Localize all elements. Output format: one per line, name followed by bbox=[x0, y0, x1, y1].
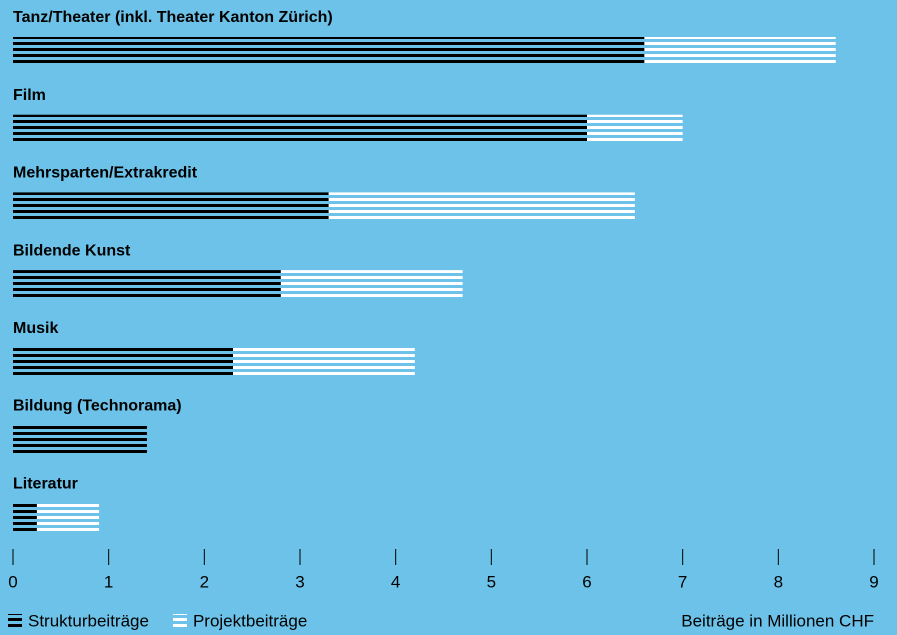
x-tick-label: 7 bbox=[678, 572, 687, 591]
category-label: Literatur bbox=[13, 475, 78, 492]
bar-segment bbox=[328, 192, 635, 222]
bar-segment bbox=[13, 114, 587, 144]
bar-segment bbox=[644, 37, 836, 66]
x-tick-label: 1 bbox=[104, 572, 113, 591]
bar-segment bbox=[13, 270, 281, 300]
legend-label: Strukturbeiträge bbox=[28, 611, 149, 630]
category-label: Film bbox=[13, 87, 46, 104]
bar-segment bbox=[36, 503, 100, 533]
x-tick-label: 0 bbox=[8, 572, 17, 591]
x-tick-label: 9 bbox=[869, 572, 878, 591]
legend-label: Projektbeiträge bbox=[193, 611, 307, 630]
bar-segment bbox=[13, 503, 37, 533]
bar-segment bbox=[280, 270, 463, 300]
category-label: Bildung (Technorama) bbox=[13, 398, 182, 415]
x-tick-label: 4 bbox=[391, 572, 400, 591]
x-tick-label: 3 bbox=[295, 572, 304, 591]
legend-item: Strukturbeiträge bbox=[8, 611, 149, 630]
legend-swatch bbox=[8, 614, 22, 629]
bar-segment bbox=[587, 114, 683, 144]
category-label: Tanz/Theater (inkl. Theater Kanton Züric… bbox=[13, 9, 333, 26]
category-label: Mehrsparten/Extrakredit bbox=[13, 165, 198, 182]
x-axis-label: Beiträge in Millionen CHF bbox=[681, 611, 874, 630]
x-tick-label: 2 bbox=[200, 572, 209, 591]
bar-segment bbox=[13, 192, 329, 222]
bar-segment bbox=[13, 425, 147, 455]
legend-swatch bbox=[172, 614, 187, 629]
legend-item: Projektbeiträge bbox=[172, 611, 307, 630]
x-tick-label: 8 bbox=[774, 572, 783, 591]
category-label: Bildende Kunst bbox=[13, 242, 131, 259]
x-tick-label: 6 bbox=[582, 572, 591, 591]
category-label: Musik bbox=[13, 320, 58, 337]
bar-segment bbox=[233, 347, 415, 377]
bar-segment bbox=[13, 347, 234, 377]
bar-segment bbox=[13, 37, 645, 66]
x-tick-label: 5 bbox=[487, 572, 496, 591]
